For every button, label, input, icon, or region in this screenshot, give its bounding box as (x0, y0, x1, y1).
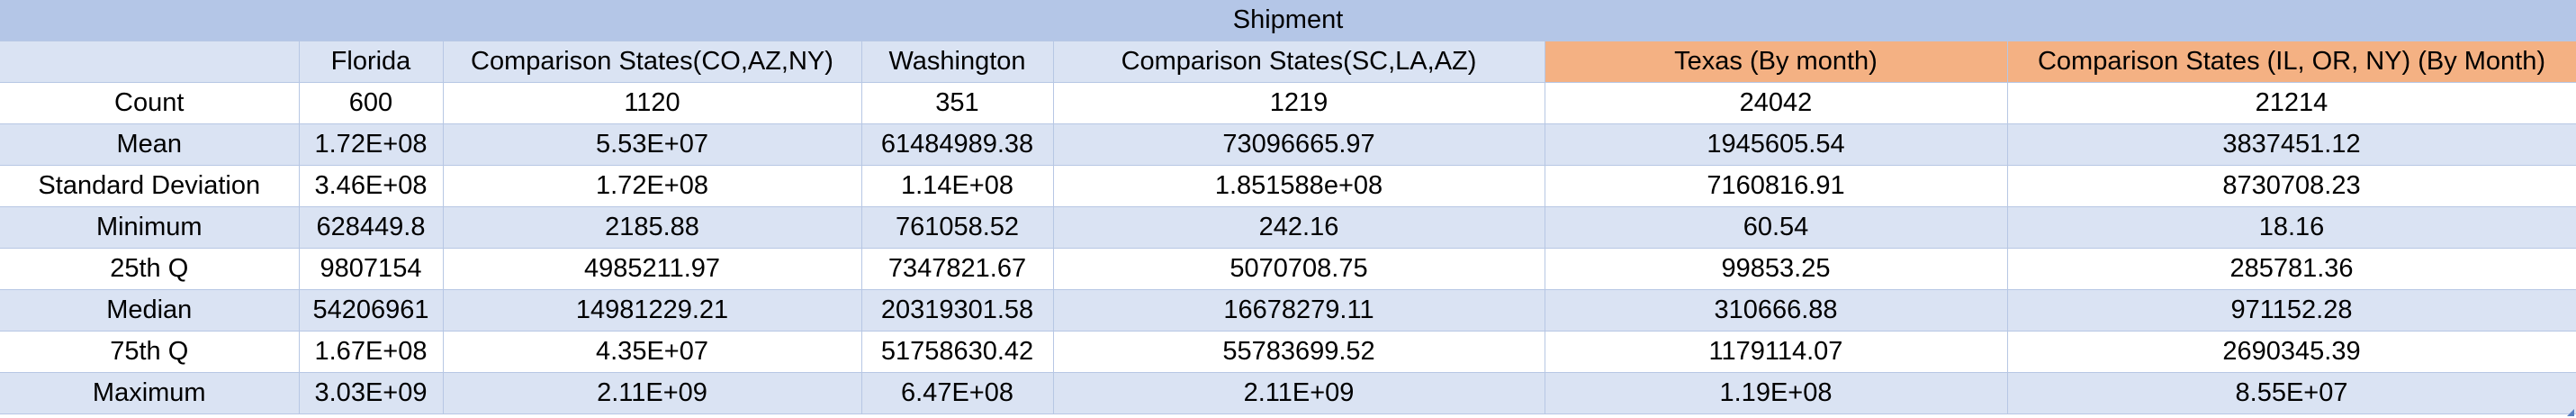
value-cell[interactable]: 61484989.38 (861, 123, 1054, 166)
value-cell[interactable]: 2.11E+09 (443, 372, 862, 414)
value-cell[interactable]: 3837451.12 (2007, 123, 2576, 166)
row-label-cell[interactable]: Minimum (0, 206, 300, 249)
value-cell[interactable]: 51758630.42 (861, 331, 1054, 373)
value-cell[interactable]: 4.35E+07 (443, 331, 862, 373)
value-cell[interactable]: 18.16 (2007, 206, 2576, 249)
value-cell[interactable]: 8730708.23 (2007, 165, 2576, 207)
value-cell[interactable]: 971152.28 (2007, 289, 2576, 332)
row-label-cell[interactable]: Maximum (0, 372, 300, 414)
header-cell-corner[interactable] (0, 41, 300, 83)
header-cell-comparison-co-az-ny[interactable]: Comparison States(CO,AZ,NY) (443, 41, 862, 83)
table-row: Maximum 3.03E+09 2.11E+09 6.47E+08 2.11E+09 1… (0, 372, 2576, 414)
value-cell[interactable]: 60.54 (1545, 206, 2008, 249)
header-cell-washington[interactable]: Washington (861, 41, 1054, 83)
table-title[interactable]: Shipment (0, 0, 2576, 41)
value-cell[interactable]: 1179114.07 (1545, 331, 2008, 373)
table-row: 25th Q 9807154 4985211.97 7347821.67 5070708… (0, 248, 2576, 290)
value-cell[interactable]: 16678279.11 (1053, 289, 1545, 332)
title-row: Shipment (0, 0, 2576, 41)
table-row: Median 54206961 14981229.21 20319301.58 1667… (0, 289, 2576, 332)
table-row: Minimum 628449.8 2185.88 761058.52 242.16 60.… (0, 206, 2576, 249)
value-cell[interactable]: 761058.52 (861, 206, 1054, 249)
table-row: Count 600 1120 351 1219 24042 21214 (0, 82, 2576, 124)
row-label-cell[interactable]: 25th Q (0, 248, 300, 290)
value-cell[interactable]: 21214 (2007, 82, 2576, 124)
value-cell[interactable]: 5070708.75 (1053, 248, 1545, 290)
value-cell[interactable]: 242.16 (1053, 206, 1545, 249)
resize-handle-icon (2567, 409, 2574, 416)
value-cell[interactable]: 6.47E+08 (861, 372, 1054, 414)
value-cell[interactable]: 54206961 (299, 289, 444, 332)
value-cell[interactable]: 7160816.91 (1545, 165, 2008, 207)
value-cell[interactable]: 1120 (443, 82, 862, 124)
value-cell[interactable]: 1.72E+08 (299, 123, 444, 166)
header-row: Florida Comparison States(CO,AZ,NY) Wash… (0, 41, 2576, 83)
value-cell[interactable]: 628449.8 (299, 206, 444, 249)
value-cell[interactable]: 24042 (1545, 82, 2008, 124)
header-cell-comparison-il-or-ny-by-month[interactable]: Comparison States (IL, OR, NY) (By Month… (2007, 41, 2576, 83)
value-cell[interactable]: 2690345.39 (2007, 331, 2576, 373)
value-cell[interactable]: 285781.36 (2007, 248, 2576, 290)
header-cell-florida[interactable]: Florida (299, 41, 444, 83)
table-row: Mean 1.72E+08 5.53E+07 61484989.38 73096665.… (0, 123, 2576, 166)
value-cell[interactable]: 1.72E+08 (443, 165, 862, 207)
value-cell[interactable]: 8.55E+07 (2007, 372, 2576, 414)
value-cell[interactable]: 3.03E+09 (299, 372, 444, 414)
value-cell[interactable]: 3.46E+08 (299, 165, 444, 207)
value-cell[interactable]: 5.53E+07 (443, 123, 862, 166)
value-cell[interactable]: 1.67E+08 (299, 331, 444, 373)
value-cell[interactable]: 2.11E+09 (1053, 372, 1545, 414)
value-cell[interactable]: 55783699.52 (1053, 331, 1545, 373)
value-cell[interactable]: 1.851588e+08 (1053, 165, 1545, 207)
value-cell[interactable]: 351 (861, 82, 1054, 124)
row-label-cell[interactable]: Standard Deviation (0, 165, 300, 207)
value-cell[interactable]: 1945605.54 (1545, 123, 2008, 166)
value-cell[interactable]: 73096665.97 (1053, 123, 1545, 166)
table-row: Standard Deviation 3.46E+08 1.72E+08 1.14E+… (0, 165, 2576, 207)
value-cell[interactable]: 99853.25 (1545, 248, 2008, 290)
row-label-cell[interactable]: 75th Q (0, 331, 300, 373)
table-row: 75th Q 1.67E+08 4.35E+07 51758630.42 5578369… (0, 331, 2576, 373)
value-cell[interactable]: 600 (299, 82, 444, 124)
value-cell[interactable]: 1.14E+08 (861, 165, 1054, 207)
row-label-cell[interactable]: Median (0, 289, 300, 332)
value-cell[interactable]: 1219 (1053, 82, 1545, 124)
value-cell[interactable]: 7347821.67 (861, 248, 1054, 290)
value-cell[interactable]: 4985211.97 (443, 248, 862, 290)
value-cell[interactable]: 14981229.21 (443, 289, 862, 332)
value-cell[interactable]: 20319301.58 (861, 289, 1054, 332)
header-cell-texas-by-month[interactable]: Texas (By month) (1545, 41, 2008, 83)
row-label-cell[interactable]: Count (0, 82, 300, 124)
value-cell[interactable]: 1.19E+08 (1545, 372, 2008, 414)
value-cell[interactable]: 310666.88 (1545, 289, 2008, 332)
row-label-cell[interactable]: Mean (0, 123, 300, 166)
value-cell[interactable]: 9807154 (299, 248, 444, 290)
header-cell-comparison-sc-la-az[interactable]: Comparison States(SC,LA,AZ) (1053, 41, 1545, 83)
value-cell[interactable]: 2185.88 (443, 206, 862, 249)
